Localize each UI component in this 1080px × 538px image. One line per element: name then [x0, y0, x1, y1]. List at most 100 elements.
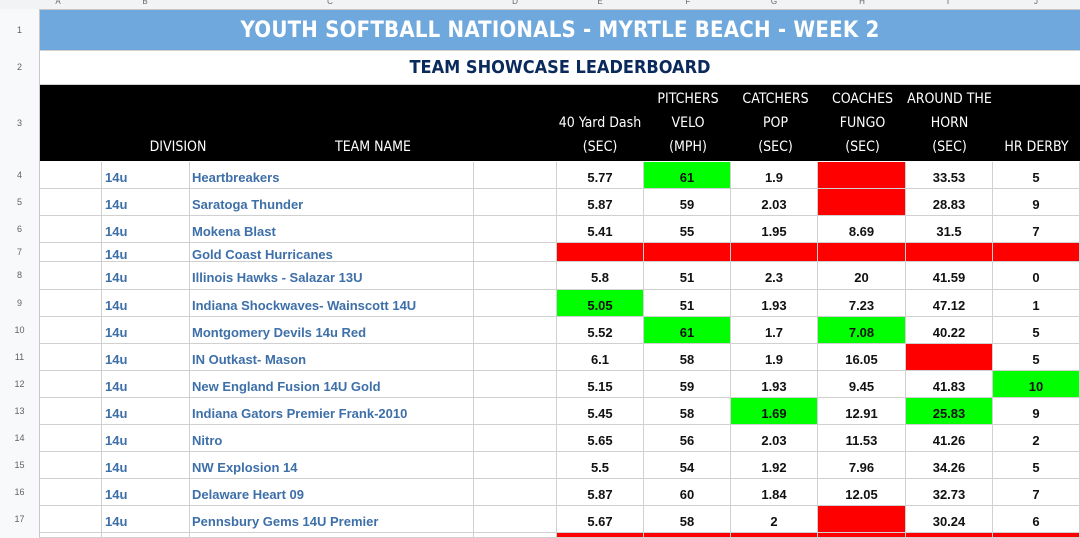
- cell-col-d[interactable]: [474, 506, 557, 533]
- horn-cell[interactable]: 32.73: [906, 479, 993, 506]
- team-name-cell[interactable]: New England Fusion 14U Gold: [190, 371, 474, 398]
- horn-cell[interactable]: 25.83: [906, 398, 993, 425]
- derby-cell[interactable]: 2: [993, 425, 1080, 452]
- row-number[interactable]: 9: [16, 297, 22, 308]
- cell-col-d[interactable]: [474, 290, 557, 317]
- team-name-cell[interactable]: IN Outkast- Mason: [190, 344, 474, 371]
- division-cell[interactable]: 14u: [102, 452, 190, 479]
- column-letter[interactable]: G: [770, 0, 778, 6]
- pop-cell[interactable]: 2.03: [731, 189, 818, 216]
- pop-cell[interactable]: 1.84: [731, 479, 818, 506]
- team-name-cell[interactable]: Nitro: [190, 425, 474, 452]
- pop-cell[interactable]: 1.93: [731, 290, 818, 317]
- row-number[interactable]: 5: [16, 196, 22, 207]
- division-cell[interactable]: 14u: [102, 398, 190, 425]
- column-letter[interactable]: E: [597, 0, 603, 6]
- team-name-cell[interactable]: Pennsbury Gems 14U Premier: [190, 506, 474, 533]
- dash-cell[interactable]: 5.52: [557, 317, 644, 344]
- fungo-cell[interactable]: 20: [818, 262, 906, 290]
- fungo-cell[interactable]: 12.91: [818, 398, 906, 425]
- row-number[interactable]: 10: [14, 324, 25, 335]
- cell-col-d[interactable]: [474, 371, 557, 398]
- fungo-cell[interactable]: [818, 243, 906, 262]
- pop-cell[interactable]: 1.69: [731, 398, 818, 425]
- cell-col-d[interactable]: [474, 398, 557, 425]
- derby-cell[interactable]: 5: [993, 452, 1080, 479]
- team-name-cell[interactable]: Mokena Blast: [190, 216, 474, 243]
- cell-col-d[interactable]: [474, 344, 557, 371]
- cell-col-d[interactable]: [474, 189, 557, 216]
- horn-cell[interactable]: 33.53: [906, 162, 993, 189]
- dash-cell[interactable]: [557, 243, 644, 262]
- division-cell[interactable]: 14u: [102, 425, 190, 452]
- fungo-cell[interactable]: 7.96: [818, 452, 906, 479]
- sheet-subtitle[interactable]: TEAM SHOWCASE LEADERBOARD: [40, 51, 1080, 85]
- velo-cell[interactable]: 51: [644, 290, 731, 317]
- team-name-cell[interactable]: Illinois Hawks - Salazar 13U: [190, 262, 474, 290]
- row-number[interactable]: 16: [14, 486, 25, 497]
- derby-cell[interactable]: 5: [993, 317, 1080, 344]
- cell-col-a[interactable]: [40, 262, 102, 290]
- cell-col-a[interactable]: [40, 243, 102, 262]
- division-cell[interactable]: 14u: [102, 162, 190, 189]
- fungo-cell[interactable]: 9.45: [818, 371, 906, 398]
- row-number[interactable]: 4: [16, 169, 22, 180]
- dash-cell[interactable]: 5.8: [557, 262, 644, 290]
- fungo-cell[interactable]: 12.05: [818, 479, 906, 506]
- dash-cell[interactable]: 5.15: [557, 371, 644, 398]
- derby-cell[interactable]: 10: [993, 371, 1080, 398]
- pop-cell[interactable]: 1.9: [731, 162, 818, 189]
- dash-cell[interactable]: 5.87: [557, 189, 644, 216]
- fungo-cell[interactable]: [818, 162, 906, 189]
- team-name-cell[interactable]: NW Explosion 14: [190, 452, 474, 479]
- velo-cell[interactable]: 60: [644, 479, 731, 506]
- cell-col-a[interactable]: [40, 317, 102, 344]
- pop-cell[interactable]: 1.7: [731, 317, 818, 344]
- pop-cell[interactable]: 2.3: [731, 262, 818, 290]
- cell-col-a[interactable]: [40, 344, 102, 371]
- division-cell[interactable]: 14u: [102, 243, 190, 262]
- velo-cell[interactable]: 58: [644, 398, 731, 425]
- partial-row-cell[interactable]: [40, 533, 102, 538]
- dash-cell[interactable]: 5.5: [557, 452, 644, 479]
- derby-cell[interactable]: 7: [993, 216, 1080, 243]
- velo-cell[interactable]: 58: [644, 344, 731, 371]
- dash-cell[interactable]: 5.65: [557, 425, 644, 452]
- division-cell[interactable]: 14u: [102, 317, 190, 344]
- cell-col-a[interactable]: [40, 479, 102, 506]
- team-name-cell[interactable]: Indiana Shockwaves- Wainscott 14U: [190, 290, 474, 317]
- cell-col-a[interactable]: [40, 506, 102, 533]
- velo-cell[interactable]: [644, 243, 731, 262]
- division-cell[interactable]: 14u: [102, 506, 190, 533]
- row-number[interactable]: 8: [16, 270, 22, 280]
- pop-cell[interactable]: 1.93: [731, 371, 818, 398]
- cell-col-d[interactable]: [474, 317, 557, 344]
- velo-cell[interactable]: 55: [644, 216, 731, 243]
- pop-cell[interactable]: 2: [731, 506, 818, 533]
- row-number[interactable]: 13: [14, 405, 25, 416]
- fungo-cell[interactable]: 16.05: [818, 344, 906, 371]
- horn-cell[interactable]: [906, 243, 993, 262]
- velo-cell[interactable]: 51: [644, 262, 731, 290]
- cell-col-d[interactable]: [474, 262, 557, 290]
- derby-cell[interactable]: 5: [993, 344, 1080, 371]
- horn-cell[interactable]: 41.26: [906, 425, 993, 452]
- partial-row-cell[interactable]: [557, 533, 644, 538]
- cell-col-a[interactable]: [40, 398, 102, 425]
- header-row[interactable]: DIVISION TEAM NAME 40 Yard Dash (SEC) PI…: [40, 85, 1080, 161]
- cell-col-d[interactable]: [474, 162, 557, 189]
- velo-cell[interactable]: 54: [644, 452, 731, 479]
- derby-cell[interactable]: 9: [993, 189, 1080, 216]
- column-letter[interactable]: D: [512, 0, 518, 6]
- velo-cell[interactable]: 59: [644, 371, 731, 398]
- team-name-cell[interactable]: Heartbreakers: [190, 162, 474, 189]
- partial-row-cell[interactable]: [474, 533, 557, 538]
- partial-row-cell[interactable]: [906, 533, 993, 538]
- row-number[interactable]: 3: [16, 117, 22, 128]
- row-number[interactable]: 1: [16, 24, 22, 35]
- row-number[interactable]: 7: [16, 246, 22, 257]
- row-number[interactable]: 15: [14, 459, 25, 470]
- cell-col-a[interactable]: [40, 216, 102, 243]
- division-cell[interactable]: 14u: [102, 262, 190, 290]
- pop-cell[interactable]: 1.9: [731, 344, 818, 371]
